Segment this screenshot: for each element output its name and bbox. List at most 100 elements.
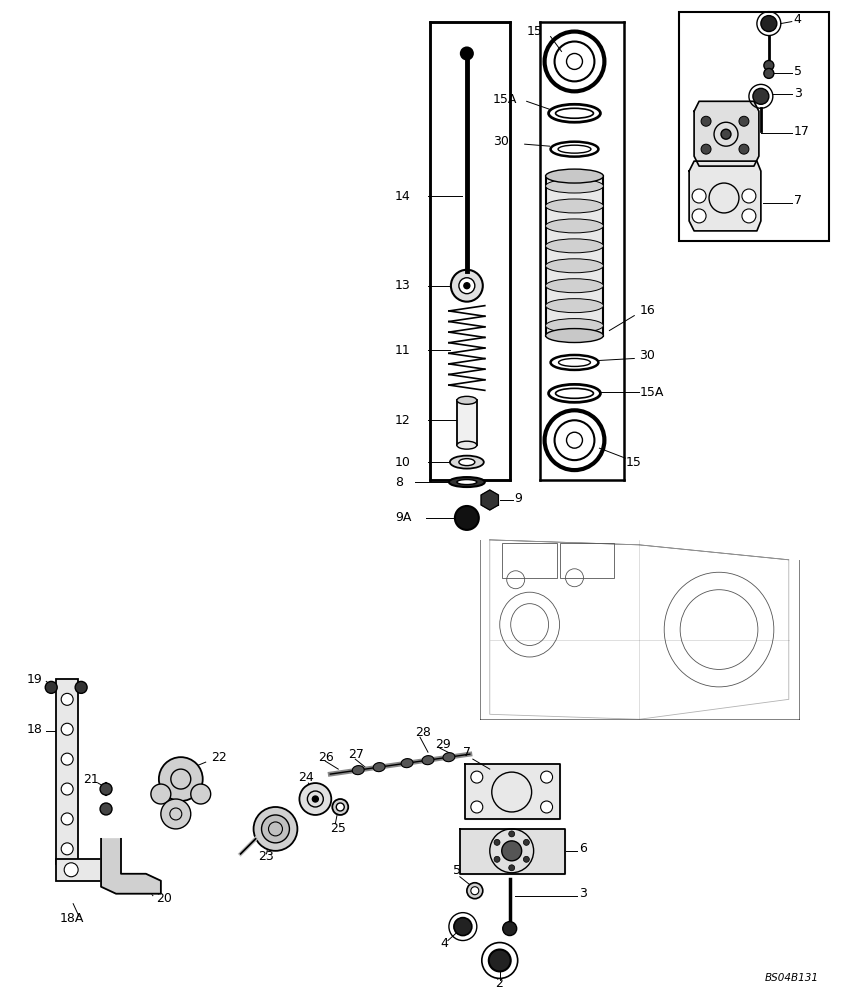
Circle shape (262, 815, 289, 843)
Text: 18: 18 (26, 723, 42, 736)
Circle shape (742, 189, 756, 203)
Text: 24: 24 (299, 771, 314, 784)
Text: 22: 22 (211, 751, 226, 764)
Bar (560, 543, 614, 578)
Ellipse shape (558, 145, 591, 153)
Circle shape (312, 796, 318, 802)
Text: 13: 13 (395, 279, 411, 292)
Text: 26: 26 (318, 751, 334, 764)
Ellipse shape (443, 753, 455, 762)
Text: 9: 9 (515, 492, 522, 505)
Ellipse shape (545, 319, 603, 333)
Ellipse shape (559, 358, 591, 366)
Ellipse shape (449, 477, 484, 487)
Text: 30: 30 (639, 349, 655, 362)
Text: BS04B131: BS04B131 (765, 973, 819, 983)
Circle shape (300, 783, 332, 815)
Circle shape (459, 278, 475, 294)
Circle shape (503, 922, 517, 936)
Polygon shape (460, 829, 565, 874)
Text: 5: 5 (453, 864, 461, 877)
Ellipse shape (545, 329, 603, 343)
Text: 21: 21 (83, 773, 99, 786)
Circle shape (159, 757, 203, 801)
Ellipse shape (545, 199, 603, 213)
Ellipse shape (459, 459, 475, 466)
Ellipse shape (373, 763, 385, 772)
Circle shape (701, 116, 711, 126)
Circle shape (523, 839, 529, 845)
Ellipse shape (550, 355, 598, 370)
Ellipse shape (401, 759, 413, 768)
Polygon shape (481, 490, 499, 510)
Circle shape (62, 753, 73, 765)
Bar (501, 543, 556, 578)
Circle shape (161, 799, 191, 829)
Text: 19: 19 (26, 673, 42, 686)
Bar (679, 12, 829, 241)
Ellipse shape (352, 766, 364, 775)
Bar (57, 679, 78, 864)
Ellipse shape (422, 756, 434, 765)
Bar (545, 176, 603, 336)
Text: 8: 8 (395, 476, 403, 489)
Ellipse shape (545, 259, 603, 273)
Text: 15A: 15A (639, 386, 663, 399)
Text: 2: 2 (495, 977, 503, 990)
Circle shape (62, 693, 73, 705)
Text: 4: 4 (793, 13, 802, 26)
Circle shape (455, 506, 479, 530)
Circle shape (764, 68, 774, 78)
Ellipse shape (550, 142, 598, 157)
Circle shape (509, 865, 515, 871)
Text: 5: 5 (793, 65, 802, 78)
Ellipse shape (450, 456, 484, 469)
Circle shape (739, 144, 749, 154)
Circle shape (100, 803, 112, 815)
Circle shape (753, 88, 769, 104)
Ellipse shape (545, 219, 603, 233)
Ellipse shape (545, 179, 603, 193)
Circle shape (692, 189, 706, 203)
Bar (457, 400, 477, 445)
Ellipse shape (545, 279, 603, 293)
Circle shape (451, 270, 483, 302)
Ellipse shape (555, 108, 593, 118)
Circle shape (739, 116, 749, 126)
Circle shape (464, 283, 470, 289)
Text: 28: 28 (415, 726, 431, 739)
Circle shape (461, 47, 473, 59)
Circle shape (501, 841, 522, 861)
Circle shape (509, 831, 515, 837)
Circle shape (100, 783, 112, 795)
Text: 15: 15 (527, 25, 543, 38)
Bar (57, 859, 116, 881)
Circle shape (253, 807, 297, 851)
Circle shape (454, 918, 472, 936)
Text: 15: 15 (625, 456, 641, 469)
Circle shape (566, 53, 582, 69)
Circle shape (151, 784, 170, 804)
Text: 25: 25 (330, 822, 346, 835)
Circle shape (62, 723, 73, 735)
Text: 30: 30 (493, 135, 509, 148)
Circle shape (471, 801, 483, 813)
Circle shape (467, 883, 483, 899)
Circle shape (489, 950, 511, 971)
Circle shape (764, 60, 774, 70)
Text: 10: 10 (395, 456, 411, 469)
Circle shape (64, 863, 78, 877)
Circle shape (471, 771, 483, 783)
Circle shape (742, 209, 756, 223)
Ellipse shape (457, 480, 477, 485)
Circle shape (191, 784, 211, 804)
Polygon shape (101, 839, 161, 894)
Text: 27: 27 (349, 748, 364, 761)
Circle shape (692, 209, 706, 223)
Ellipse shape (333, 799, 349, 815)
Polygon shape (694, 101, 759, 166)
Circle shape (62, 783, 73, 795)
Circle shape (494, 856, 500, 862)
Ellipse shape (549, 384, 600, 402)
Circle shape (541, 801, 553, 813)
